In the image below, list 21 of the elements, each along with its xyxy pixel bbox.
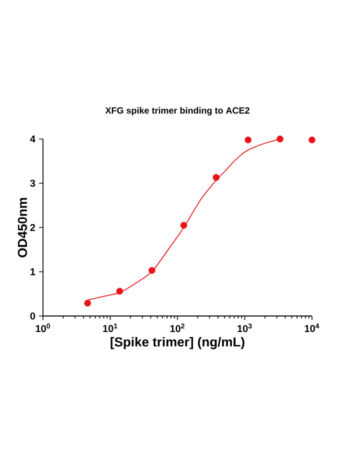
y-tick-label: 1 bbox=[30, 268, 36, 276]
chart-title: XFG spike trimer binding to ACE2 bbox=[105, 107, 250, 116]
point bbox=[212, 174, 220, 181]
point bbox=[116, 288, 124, 295]
point bbox=[244, 136, 252, 144]
x-axis-title: [Spike trimer] (ng/mL) bbox=[110, 337, 244, 350]
x-tick-label: 10$^{0}$ bbox=[36, 324, 50, 332]
y-tick-label: 4 bbox=[30, 136, 36, 142]
point bbox=[148, 267, 156, 274]
point bbox=[276, 136, 284, 142]
point bbox=[308, 136, 316, 144]
x-tick-label: 10$^{1}$ bbox=[103, 324, 118, 332]
y-axis-title: OD450nm bbox=[18, 198, 28, 258]
point bbox=[180, 222, 188, 229]
y-tick-label: 3 bbox=[30, 180, 36, 187]
point bbox=[84, 300, 91, 307]
y-tick-label: 2 bbox=[30, 224, 36, 231]
y-tick-label: 0 bbox=[30, 312, 36, 320]
x-tick-label: 10$^{3}$ bbox=[238, 324, 252, 332]
x-tick-label: 10$^{4}$ bbox=[304, 324, 320, 332]
x-tick-label: 10$^{2}$ bbox=[170, 324, 184, 332]
